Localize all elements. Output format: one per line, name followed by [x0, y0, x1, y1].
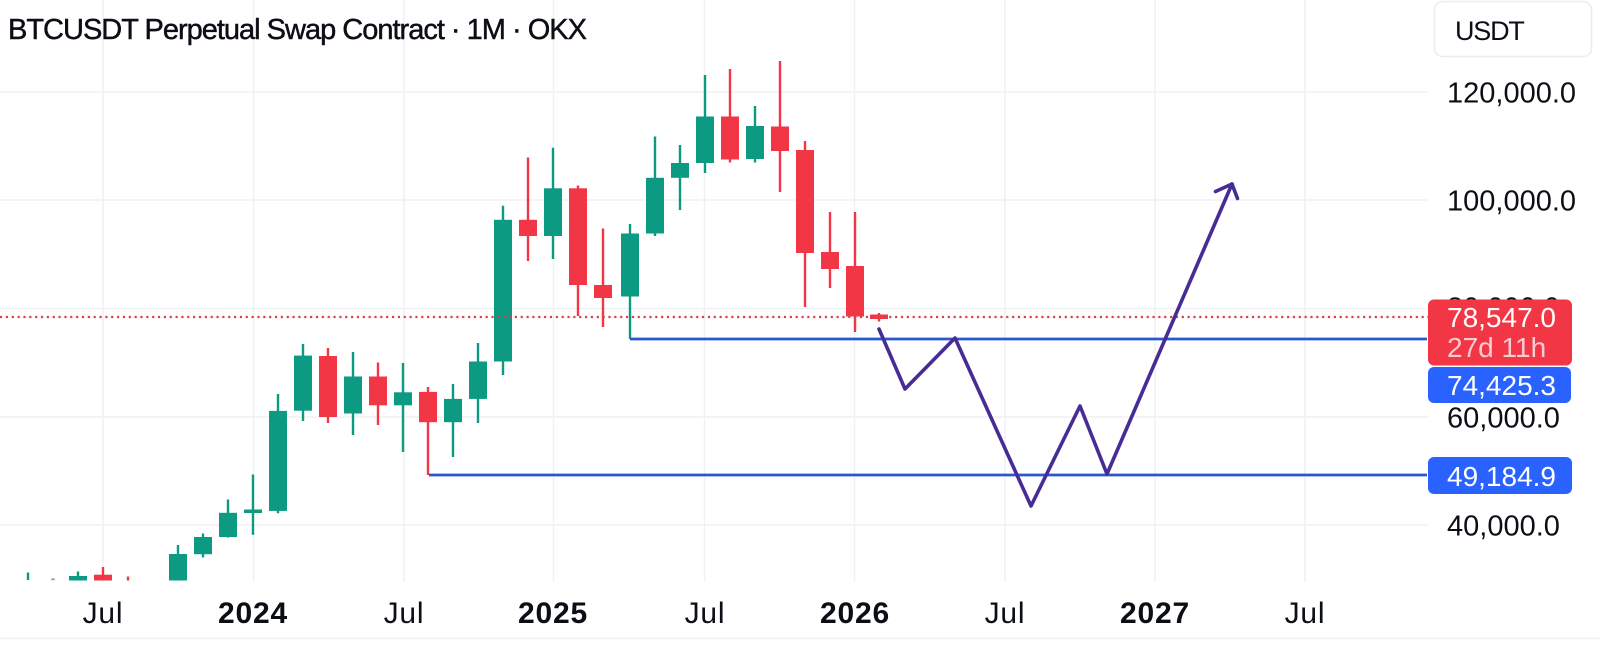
svg-text:100,000.0: 100,000.0 [1447, 186, 1576, 218]
svg-text:2025: 2025 [518, 597, 588, 630]
svg-text:2024: 2024 [218, 597, 288, 630]
svg-text:74,425.3: 74,425.3 [1447, 370, 1556, 401]
svg-text:Jul: Jul [685, 597, 726, 630]
svg-text:49,184.9: 49,184.9 [1447, 461, 1556, 492]
svg-text:Jul: Jul [985, 597, 1026, 630]
svg-text:Jul: Jul [384, 597, 425, 630]
svg-text:2027: 2027 [1120, 597, 1190, 630]
svg-text:40,000.0: 40,000.0 [1447, 511, 1560, 543]
svg-text:BTCUSDT Perpetual Swap Contrac: BTCUSDT Perpetual Swap Contract · 1M · O… [8, 14, 587, 46]
svg-text:120,000.0: 120,000.0 [1447, 78, 1576, 110]
svg-text:78,547.0: 78,547.0 [1447, 302, 1556, 333]
svg-text:27d 11h: 27d 11h [1447, 332, 1546, 363]
svg-text:60,000.0: 60,000.0 [1447, 403, 1560, 435]
svg-text:2026: 2026 [820, 597, 890, 630]
svg-text:Jul: Jul [83, 597, 124, 630]
svg-text:USDT: USDT [1455, 16, 1524, 46]
svg-text:Jul: Jul [1285, 597, 1326, 630]
